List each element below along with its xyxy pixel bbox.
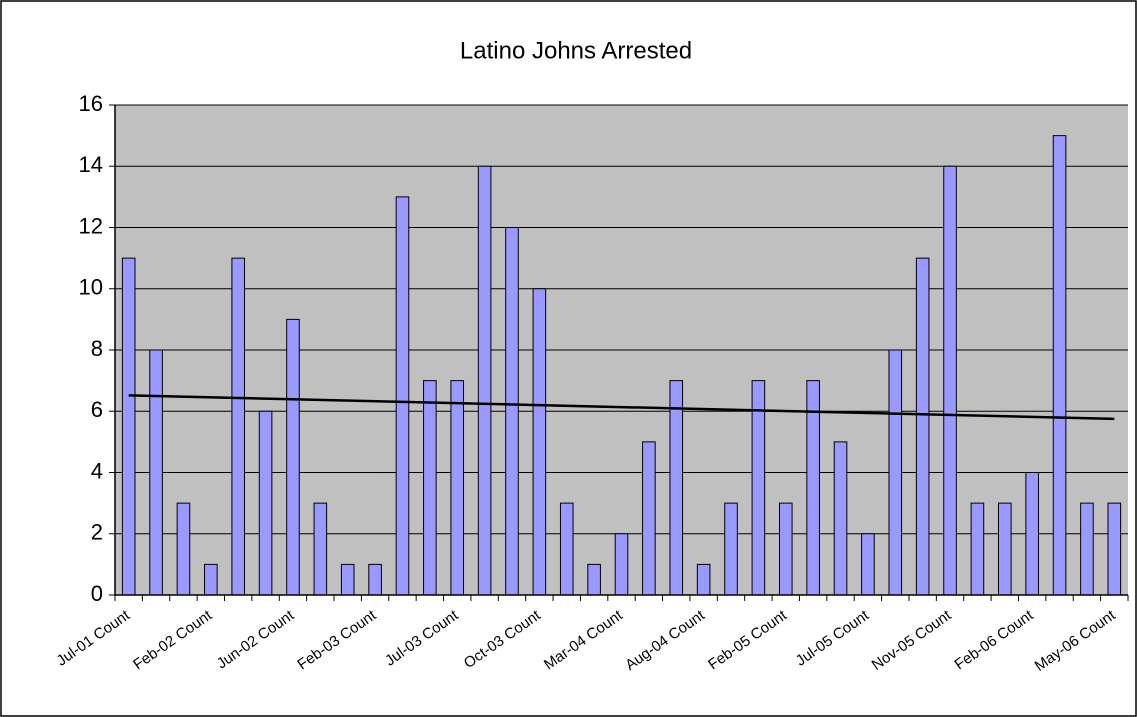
bar (614, 533, 629, 596)
trend-line (128, 394, 1115, 421)
bar (505, 227, 519, 596)
bar (1107, 502, 1122, 596)
y-tick-label: 14 (79, 152, 103, 177)
bar (121, 257, 136, 596)
bar (559, 502, 574, 596)
bar (231, 257, 245, 596)
bar (751, 380, 766, 596)
bar (696, 563, 711, 596)
y-tick-label: 0 (91, 581, 103, 606)
bar (669, 380, 684, 596)
chart-title: Latino Johns Arrested (460, 37, 692, 64)
bar (915, 257, 930, 596)
y-tick-label: 10 (79, 275, 103, 300)
bar (888, 349, 903, 596)
y-tick-label: 12 (79, 213, 103, 238)
bar (861, 533, 875, 596)
y-tick-label: 16 (79, 91, 103, 116)
y-tick-label: 4 (91, 458, 103, 483)
bar (258, 410, 273, 596)
bar (642, 441, 656, 596)
y-tick-label: 2 (91, 520, 103, 545)
bar (532, 288, 547, 596)
bar (778, 502, 793, 596)
bar (149, 349, 163, 596)
bar (286, 318, 300, 596)
bar (724, 502, 738, 596)
bar (313, 502, 328, 596)
bar (1025, 472, 1039, 596)
bar (970, 502, 985, 596)
bar (368, 563, 382, 596)
bar (176, 502, 191, 596)
bar (587, 563, 601, 596)
bar (1052, 135, 1067, 596)
bar (998, 502, 1012, 596)
y-tick-label: 6 (91, 397, 103, 422)
bar (204, 563, 218, 596)
bar (1080, 502, 1094, 596)
bar (423, 380, 437, 596)
bar (340, 563, 355, 596)
bar (833, 441, 848, 596)
bar (477, 165, 492, 596)
y-tick-label: 8 (91, 336, 103, 361)
bar (943, 165, 957, 596)
bar (450, 380, 465, 596)
bar (395, 196, 410, 596)
